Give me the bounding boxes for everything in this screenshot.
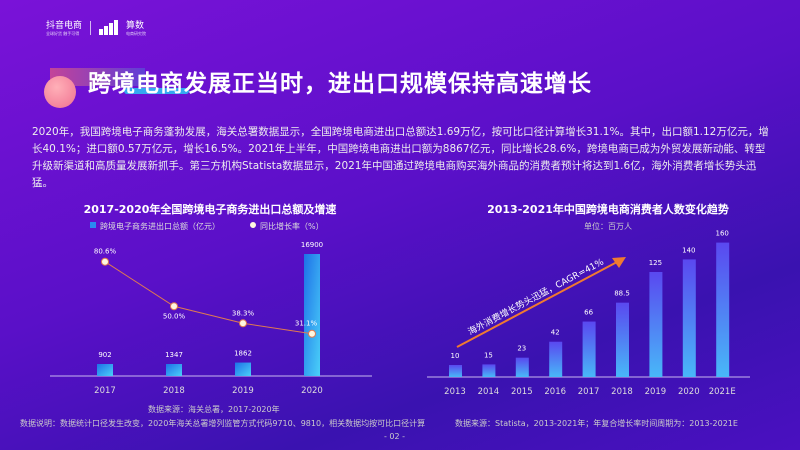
suanshu-logo: 算数 电商研究院 bbox=[126, 18, 146, 37]
bar-label: 1862 bbox=[234, 350, 252, 358]
x-tick-label: 2016 bbox=[544, 387, 566, 397]
x-tick-label: 2019 bbox=[232, 386, 254, 396]
chart1-source: 数据来源：海关总署，2017-2020年 bbox=[148, 405, 280, 414]
bar-2020 bbox=[304, 254, 320, 376]
x-tick-label: 2017 bbox=[94, 386, 116, 396]
bar-label: 1347 bbox=[165, 351, 183, 359]
bar-label: 10 bbox=[451, 352, 460, 360]
x-tick-label: 2017 bbox=[578, 387, 600, 397]
logo-bar: 抖音电商 全球好货 触手可得 算数 电商研究院 bbox=[46, 18, 146, 37]
x-tick-label: 2021E bbox=[709, 387, 736, 397]
page-title: 跨境电商发展正当时，进出口规模保持高速增长 bbox=[88, 71, 592, 97]
growth-label: 50.0% bbox=[163, 312, 186, 320]
bar-2014 bbox=[482, 364, 496, 377]
bar-label: 88.5 bbox=[614, 290, 630, 298]
x-tick-label: 2014 bbox=[478, 387, 500, 397]
legend-bar-label: 跨境电子商务进出口总额（亿元） bbox=[100, 221, 220, 231]
x-tick-label: 2018 bbox=[611, 387, 633, 397]
growth-label: 38.3% bbox=[232, 309, 255, 317]
bar-2013 bbox=[449, 365, 462, 377]
bar-2018 bbox=[616, 302, 629, 377]
growth-point-2017 bbox=[101, 257, 109, 266]
bar-2021E bbox=[716, 242, 730, 377]
growth-point-2018 bbox=[170, 302, 178, 311]
x-tick-label: 2019 bbox=[645, 387, 667, 397]
circle-icon bbox=[44, 76, 76, 108]
growth-label: 80.6% bbox=[94, 248, 117, 256]
x-tick-label: 2015 bbox=[511, 387, 533, 397]
legend-line-label: 同比增长率（%） bbox=[260, 221, 324, 231]
brand1-sub: 全球好货 触手可得 bbox=[46, 31, 80, 36]
divider bbox=[90, 20, 92, 35]
intro-paragraph: 2020年，我国跨境电子商务蓬勃发展，海关总署数据显示，全国跨境电商进出口总额达… bbox=[32, 126, 769, 189]
bar-2015 bbox=[515, 357, 529, 377]
title-decoration bbox=[50, 68, 145, 86]
suanshu-logo-icon bbox=[99, 20, 119, 35]
bar-label: 140 bbox=[682, 246, 695, 254]
x-tick-label: 2013 bbox=[444, 387, 466, 397]
bar-2017 bbox=[582, 321, 596, 377]
bar-2018 bbox=[166, 364, 182, 376]
bar-2017 bbox=[97, 364, 113, 376]
bar-label: 15 bbox=[484, 351, 493, 359]
x-tick-label: 2018 bbox=[163, 386, 185, 396]
bar-2016 bbox=[549, 341, 563, 377]
chart2-unit: 单位：百万人 bbox=[584, 221, 632, 231]
bar-2019 bbox=[649, 272, 663, 377]
bar-label: 16900 bbox=[301, 241, 323, 249]
bar-label: 23 bbox=[517, 345, 526, 353]
trend-arrow bbox=[456, 261, 618, 348]
growth-line bbox=[104, 261, 313, 335]
title-decoration bbox=[124, 88, 189, 94]
bar-label: 160 bbox=[716, 230, 729, 238]
brand2-text: 算数 bbox=[126, 21, 145, 31]
chart2-source: 数据来源：Statista，2013-2021年；年复合增长率时间周期为：201… bbox=[455, 419, 738, 428]
bar-label: 66 bbox=[584, 309, 593, 317]
x-tick-label: 2020 bbox=[678, 387, 700, 397]
brand1-text: 抖音电商 bbox=[46, 21, 83, 31]
growth-point-2020 bbox=[308, 329, 316, 338]
chart1-note: 数据说明：数据统计口径发生改变，2020年海关总署增列监管方式代码9710、98… bbox=[20, 419, 426, 428]
bar-2020 bbox=[682, 259, 696, 377]
growth-point-2019 bbox=[239, 319, 247, 328]
legend-bar-swatch bbox=[90, 222, 96, 228]
bar-2019 bbox=[235, 362, 251, 376]
bar-label: 125 bbox=[649, 259, 662, 267]
page-number: - 02 - bbox=[384, 432, 406, 441]
x-tick-label: 2020 bbox=[301, 386, 323, 396]
brand2-sub: 电商研究院 bbox=[126, 31, 147, 36]
bar-label: 902 bbox=[98, 351, 111, 359]
chart2-title: 2013-2021年中国跨境电商消费者人数变化趋势 bbox=[487, 202, 729, 216]
douyin-logo: 抖音电商 全球好货 触手可得 bbox=[46, 18, 82, 37]
legend-line-swatch bbox=[250, 222, 256, 228]
arrow-head-icon bbox=[612, 257, 626, 268]
chart1-title: 2017-2020年全国跨境电子商务进出口总额及增速 bbox=[84, 202, 337, 216]
bar-label: 42 bbox=[551, 329, 560, 337]
growth-label: 31.1% bbox=[295, 320, 318, 328]
